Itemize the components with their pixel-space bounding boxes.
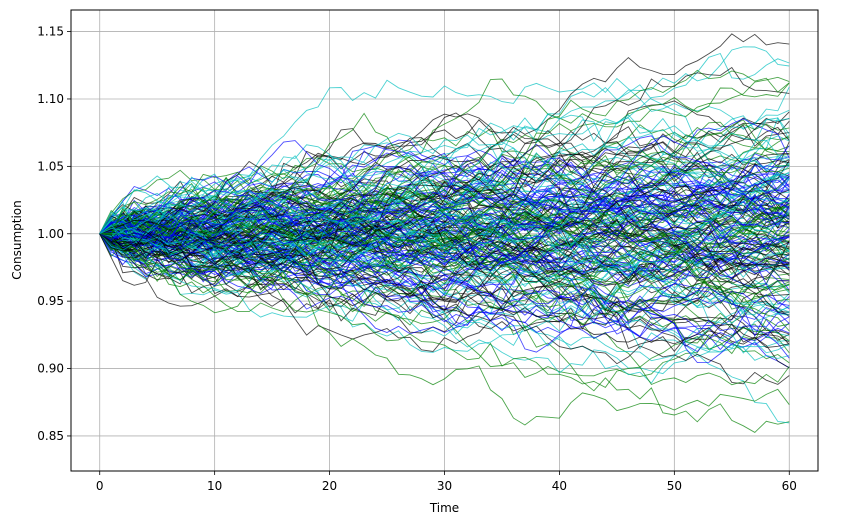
path-line [99,233,790,329]
path-line [99,233,790,294]
path-line [99,211,790,266]
x-tick-label: 40 [552,479,567,493]
y-tick-label: 0.95 [37,294,64,308]
path-line [99,224,790,322]
path-line [99,164,790,240]
path-line [99,129,790,247]
path-line [99,140,790,235]
path-line [99,143,790,268]
path-line [99,134,790,240]
x-tick-label: 0 [96,479,104,493]
path-line [99,172,790,235]
x-tick-label: 50 [667,479,682,493]
path-line [99,117,790,245]
path-line [99,33,790,262]
path-line [99,186,790,250]
y-tick-label: 1.10 [37,92,64,106]
path-line [99,183,790,251]
path-line [99,229,790,282]
path-line [99,141,790,235]
path-line [99,149,790,238]
path-line [99,66,790,235]
path-line [99,209,790,315]
path-line [99,226,790,424]
path-line [99,206,790,295]
x-tick-label: 10 [207,479,222,493]
path-line [99,214,790,290]
y-tick-label: 0.90 [37,362,64,376]
path-line [99,201,790,375]
y-tick-label: 1.15 [37,25,64,39]
path-line [99,46,790,251]
path-line [99,111,790,294]
path-line [99,233,790,362]
y-tick-label: 0.85 [37,429,64,443]
path-line [99,216,790,369]
simulated-paths [99,33,790,433]
x-tick-label: 20 [322,479,337,493]
path-line [99,193,790,258]
y-tick-label: 1.05 [37,159,64,173]
path-line [99,131,790,239]
path-line [99,114,790,235]
x-tick-label: 30 [437,479,452,493]
path-line [99,228,790,298]
y-tick-label: 1.00 [37,227,64,241]
path-line [99,121,790,269]
path-line [99,231,790,353]
path-line [99,69,790,235]
y-axis-label: Consumption [10,200,24,279]
path-line [99,160,790,253]
x-axis-label: Time [429,501,459,515]
path-line [99,212,790,306]
path-line [99,200,790,251]
x-tick-label: 60 [782,479,797,493]
path-line [99,161,790,238]
path-line [99,176,790,281]
path-line [99,221,790,346]
y-axis-ticks: 0.85 0.90 0.95 1.00 1.05 1.10 1.15 [37,25,71,443]
path-line [99,153,790,264]
path-line [99,112,790,245]
path-line [99,220,790,339]
path-line [99,84,790,249]
path-line [99,158,790,235]
path-line [99,152,790,245]
path-line [99,233,790,351]
path-line [99,232,790,334]
path-line [99,189,790,272]
path-line [99,225,790,385]
x-axis-ticks: 0 10 20 30 40 50 60 [96,471,797,493]
path-line [99,151,790,250]
path-line [99,210,790,272]
path-line [99,196,790,281]
path-line [99,226,790,433]
path-line [99,233,790,388]
path-line [99,77,790,235]
path-line [99,175,790,246]
path-line [99,176,790,238]
path-line [99,214,790,284]
